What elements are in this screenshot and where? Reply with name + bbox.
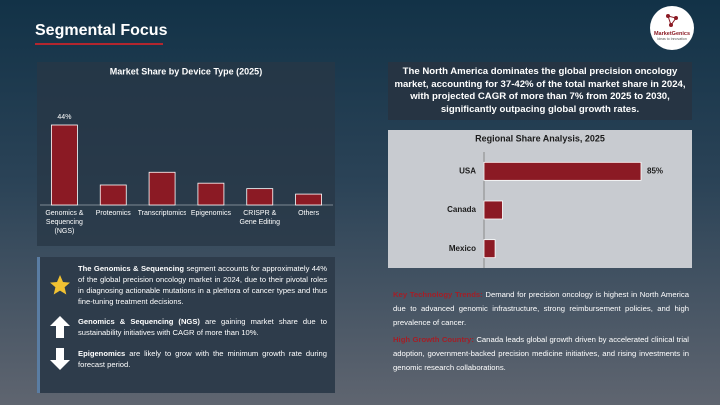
category-label-box: Epigenomics (190, 210, 231, 217)
notes: Key Technology Trends: Demand for precis… (393, 288, 689, 377)
region-chart: Regional Share Analysis, 2025 USA 85% Canad… (388, 130, 692, 268)
chart-title: Market Share by Device Type (2025) (110, 66, 262, 76)
category-label: Others (298, 210, 320, 217)
insights-panel: The Genomics & Sequencing segment accoun… (37, 257, 335, 393)
logo-tagline: Ideas to Innovation (657, 37, 687, 41)
category-label-box: CRISPR & Gene Editing (239, 210, 280, 226)
insight-bold: The Genomics & Sequencing (78, 264, 185, 273)
insight-bold: Genomics & Sequencing (NGS) (78, 317, 200, 326)
insight: Epigenomics are likely to grow with the … (48, 347, 327, 371)
category-label: Proteomics (95, 210, 131, 217)
category-label: CRISPR & Gene Editing (239, 210, 280, 226)
category-label: Transcriptomics (137, 210, 187, 217)
logo: MarketGenics Ideas to Innovation (650, 6, 694, 50)
insight: Genomics & Sequencing (NGS) are gaining … (48, 315, 327, 339)
insight-text: are gaining market share due to sustaina… (78, 317, 327, 337)
insight-text: are likely to grow with the minimum grow… (78, 349, 327, 369)
category-label: Canada (447, 205, 476, 214)
down-icon (50, 348, 70, 370)
category-label-box: Transcriptomics (137, 210, 187, 217)
chart-title: Regional Share Analysis, 2025 (475, 133, 605, 143)
bar (99, 184, 127, 206)
value-label: 85% (647, 166, 663, 175)
note-text: Canada leads global growth driven by acc… (393, 334, 690, 373)
category-label: Mexico (449, 244, 476, 253)
logo-name: MarketGenics (653, 31, 691, 37)
insight-text: segment accounts for approximately 44% o… (78, 264, 327, 306)
up-icon (50, 316, 70, 338)
category-label: USA (459, 166, 476, 175)
bar (197, 182, 225, 206)
insight: The Genomics & Sequencing segment accoun… (48, 263, 327, 307)
note-label: Key Technology Trends: (393, 290, 483, 299)
category-label-box: Genomics & Sequencing (NGS) (45, 210, 84, 235)
slide-title: Segmental Focus (35, 22, 168, 39)
category-label-box: Others (298, 210, 320, 217)
bar (246, 188, 274, 206)
value-label: 44% (57, 114, 71, 121)
bar (483, 161, 642, 181)
highlight-box: The North America dominates the global p… (388, 62, 692, 120)
bar (483, 200, 503, 220)
category-label-box: Proteomics (95, 210, 131, 217)
logo-icon (666, 14, 678, 27)
device-chart: Market Share by Device Type (2025) 44% Gen… (37, 62, 335, 246)
insight-bold: Epigenomics (78, 349, 126, 358)
title-underline (35, 43, 163, 45)
star-icon (50, 275, 70, 295)
category-label: Epigenomics (190, 210, 231, 217)
note-text: Demand for precision oncology is highest… (393, 290, 690, 328)
bar (483, 239, 496, 259)
bar (148, 171, 176, 206)
bar (51, 124, 78, 206)
bar (295, 193, 322, 206)
category-label: Genomics & Sequencing (NGS) (45, 210, 84, 235)
note-label: High Growth Country: (393, 334, 474, 344)
